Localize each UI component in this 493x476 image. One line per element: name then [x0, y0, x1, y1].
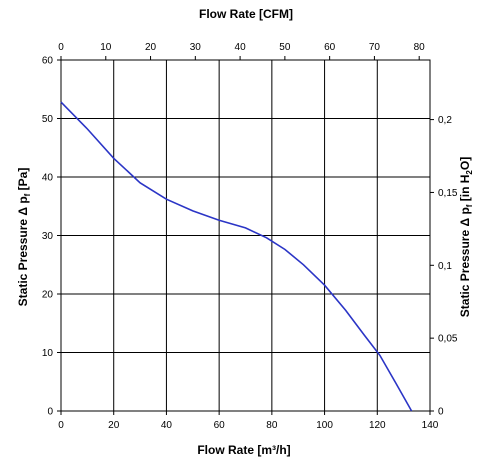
top-axis-title: Flow Rate [CFM]: [199, 7, 293, 21]
bottom-tick-label: 20: [108, 420, 120, 431]
grid-lines: [57, 56, 434, 415]
bottom-tick-label: 140: [422, 420, 439, 431]
bottom-axis-title: Flow Rate [m³/h]: [197, 443, 290, 457]
top-tick-label: 80: [414, 42, 426, 53]
plot-area-frame: [60, 59, 431, 412]
top-tick-label: 30: [190, 42, 202, 53]
bottom-tick-label: 120: [369, 420, 386, 431]
right-tick-label: 0,1: [438, 261, 452, 272]
bottom-tick-label: 40: [161, 420, 173, 431]
right-tick-label: 0,05: [438, 334, 458, 345]
top-tick-label: 0: [58, 42, 64, 53]
bottom-tick-label: 80: [266, 420, 278, 431]
left-tick-label: 10: [42, 348, 54, 359]
left-tick-label: 60: [42, 56, 54, 67]
right-tick-label: 0: [438, 407, 444, 418]
pressure-curve: [60, 101, 413, 412]
left-tick-label: 30: [42, 231, 54, 242]
left-tick-label: 20: [42, 290, 54, 301]
right-tick-label: 0,15: [438, 188, 458, 199]
left-tick-label: 40: [42, 173, 54, 184]
top-tick-label: 50: [279, 42, 291, 53]
top-tick-label: 10: [100, 42, 112, 53]
left-axis-title: Static Pressure Δ pf [Pa]: [16, 168, 32, 307]
left-tick-label: 0: [47, 407, 53, 418]
top-tick-label: 20: [145, 42, 157, 53]
top-tick-label: 40: [235, 42, 247, 53]
top-tick-label: 60: [324, 42, 336, 53]
bottom-tick-label: 100: [316, 420, 333, 431]
top-tick-label: 70: [369, 42, 381, 53]
tick-labels: 0 20 40 60 80 100 120 140 0 10 20 30 40 50 60 0 10 20 30 40…: [42, 42, 458, 431]
right-axis-title: Static Pressure Δ pf [in H2O]: [458, 157, 474, 317]
bottom-tick-label: 0: [58, 420, 64, 431]
left-tick-label: 50: [42, 114, 54, 125]
right-tick-label: 0,2: [438, 115, 452, 126]
bottom-tick-label: 60: [214, 420, 226, 431]
